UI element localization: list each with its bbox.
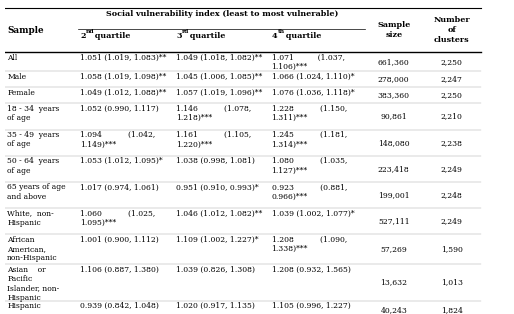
Text: 278,000: 278,000	[378, 75, 410, 84]
Text: 1.001 (0.900, 1.112): 1.001 (0.900, 1.112)	[80, 236, 159, 244]
Text: 1.109 (1.002, 1.227)*: 1.109 (1.002, 1.227)*	[176, 236, 259, 244]
Text: 2,250: 2,250	[440, 58, 463, 66]
Text: 57,269: 57,269	[380, 245, 407, 253]
Text: 1.060           (1.025,
1.095)***: 1.060 (1.025, 1.095)***	[80, 210, 155, 227]
Text: 13,632: 13,632	[380, 279, 407, 287]
Text: quartile: quartile	[188, 32, 226, 40]
Text: 1.058 (1.019, 1.098)**: 1.058 (1.019, 1.098)**	[80, 73, 167, 81]
Text: Male: Male	[7, 73, 26, 81]
Text: 2,210: 2,210	[440, 112, 463, 121]
Text: 1.245           (1.181,
1.314)***: 1.245 (1.181, 1.314)***	[271, 131, 347, 148]
Text: 1.053 (1.012, 1.095)*: 1.053 (1.012, 1.095)*	[80, 157, 163, 165]
Text: All: All	[7, 54, 17, 62]
Text: Asian    or
Pacific
Islander, non-
Hispanic: Asian or Pacific Islander, non- Hispanic	[7, 266, 60, 301]
Text: 223,418: 223,418	[378, 165, 410, 173]
Text: African
American,
non-Hispanic: African American, non-Hispanic	[7, 236, 58, 262]
Text: 1.051 (1.019, 1.083)**: 1.051 (1.019, 1.083)**	[80, 54, 167, 62]
Text: 1.161           (1.105,
1.220)***: 1.161 (1.105, 1.220)***	[176, 131, 251, 148]
Text: 1.066 (1.024, 1.110)*: 1.066 (1.024, 1.110)*	[271, 73, 354, 81]
Text: 199,001: 199,001	[378, 191, 410, 199]
Text: 0.951 (0.910, 0.993)*: 0.951 (0.910, 0.993)*	[176, 183, 259, 192]
Text: 1.228           (1.150,
1.311)***: 1.228 (1.150, 1.311)***	[271, 105, 347, 122]
Text: 1.020 (0.917, 1.135): 1.020 (0.917, 1.135)	[176, 302, 255, 310]
Text: 383,360: 383,360	[378, 91, 410, 100]
Text: nd: nd	[86, 29, 95, 34]
Text: 1.039 (1.002, 1.077)*: 1.039 (1.002, 1.077)*	[271, 210, 354, 218]
Text: 1.080           (1.035,
1.127)***: 1.080 (1.035, 1.127)***	[271, 157, 347, 175]
Text: 2,249: 2,249	[440, 217, 463, 225]
Text: 1.105 (0.996, 1.227): 1.105 (0.996, 1.227)	[271, 302, 351, 310]
Text: Sample: Sample	[8, 25, 44, 35]
Text: 50 - 64  years
of age: 50 - 64 years of age	[7, 157, 60, 175]
Text: 2,238: 2,238	[440, 139, 463, 147]
Text: 2,248: 2,248	[440, 191, 463, 199]
Text: th: th	[278, 29, 285, 34]
Text: 2,247: 2,247	[440, 75, 463, 84]
Text: 1.038 (0.998, 1.081): 1.038 (0.998, 1.081)	[176, 157, 255, 165]
Text: 18 - 34  years
of age: 18 - 34 years of age	[7, 105, 60, 122]
Text: 35 - 49  years
of age: 35 - 49 years of age	[7, 131, 60, 148]
Text: 0.939 (0.842, 1.048): 0.939 (0.842, 1.048)	[80, 302, 159, 310]
Text: 1.106 (0.887, 1.380): 1.106 (0.887, 1.380)	[80, 266, 159, 274]
Text: 90,861: 90,861	[380, 112, 407, 121]
Text: 2: 2	[81, 32, 86, 40]
Text: 3: 3	[176, 32, 182, 40]
Text: 2,250: 2,250	[440, 91, 463, 100]
Text: 1.057 (1.019, 1.096)**: 1.057 (1.019, 1.096)**	[176, 89, 262, 97]
Text: 1.076 (1.036, 1.118)*: 1.076 (1.036, 1.118)*	[271, 89, 354, 97]
Text: 2,249: 2,249	[440, 165, 463, 173]
Text: quartile: quartile	[283, 32, 322, 40]
Text: Social vulnerability index (least to most vulnerable): Social vulnerability index (least to mos…	[105, 10, 338, 18]
Text: 1.071          (1.037,
1.106)***: 1.071 (1.037, 1.106)***	[271, 54, 344, 71]
Text: Female: Female	[7, 89, 35, 97]
Text: Hispanic: Hispanic	[7, 302, 41, 310]
Text: 40,243: 40,243	[380, 306, 407, 314]
Text: 1.017 (0.974, 1.061): 1.017 (0.974, 1.061)	[80, 183, 159, 192]
Text: 65 years of age
and above: 65 years of age and above	[7, 183, 66, 201]
Text: 1.039 (0.826, 1.308): 1.039 (0.826, 1.308)	[176, 266, 255, 274]
Text: Sample
size: Sample size	[377, 21, 410, 39]
Text: 1,590: 1,590	[440, 245, 463, 253]
Text: 661,360: 661,360	[378, 58, 410, 66]
Text: rd: rd	[182, 29, 189, 34]
Text: 1.052 (0.990, 1.117): 1.052 (0.990, 1.117)	[80, 105, 159, 113]
Text: quartile: quartile	[92, 32, 130, 40]
Text: 1.094           (1.042,
1.149)***: 1.094 (1.042, 1.149)***	[80, 131, 155, 148]
Text: 0.923           (0.881,
0.966)***: 0.923 (0.881, 0.966)***	[271, 183, 347, 201]
Text: 4: 4	[272, 32, 278, 40]
Text: Number
of
clusters: Number of clusters	[433, 16, 470, 44]
Text: 527,111: 527,111	[378, 217, 410, 225]
Text: 1.049 (1.012, 1.088)**: 1.049 (1.012, 1.088)**	[80, 89, 167, 97]
Text: 1.049 (1.018, 1.082)**: 1.049 (1.018, 1.082)**	[176, 54, 262, 62]
Text: 1,824: 1,824	[440, 306, 463, 314]
Text: 1.146           (1.078,
1.218)***: 1.146 (1.078, 1.218)***	[176, 105, 251, 122]
Text: 1.208           (1.090,
1.338)***: 1.208 (1.090, 1.338)***	[271, 236, 347, 253]
Text: 1.046 (1.012, 1.082)**: 1.046 (1.012, 1.082)**	[176, 210, 262, 218]
Text: 1,013: 1,013	[440, 279, 463, 287]
Text: 148,080: 148,080	[378, 139, 410, 147]
Text: 1.045 (1.006, 1.085)**: 1.045 (1.006, 1.085)**	[176, 73, 262, 81]
Text: 1.208 (0.932, 1.565): 1.208 (0.932, 1.565)	[271, 266, 351, 274]
Text: White,  non-
Hispanic: White, non- Hispanic	[7, 210, 54, 227]
